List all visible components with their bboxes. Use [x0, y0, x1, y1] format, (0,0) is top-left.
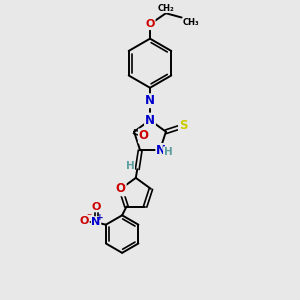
Text: H: H	[164, 147, 172, 157]
Text: N: N	[145, 94, 155, 107]
Text: O: O	[116, 182, 126, 195]
Text: O: O	[80, 216, 89, 226]
Text: O: O	[139, 130, 149, 142]
Text: O: O	[145, 19, 155, 29]
Text: N: N	[92, 217, 101, 227]
Text: H: H	[126, 161, 134, 171]
Text: N: N	[145, 114, 155, 127]
Text: +: +	[96, 213, 104, 222]
Text: N: N	[156, 144, 166, 157]
Text: ⁻: ⁻	[86, 212, 91, 222]
Text: CH₃: CH₃	[182, 18, 199, 27]
Text: S: S	[179, 119, 188, 132]
Text: O: O	[92, 202, 101, 212]
Text: CH₂: CH₂	[158, 4, 174, 13]
